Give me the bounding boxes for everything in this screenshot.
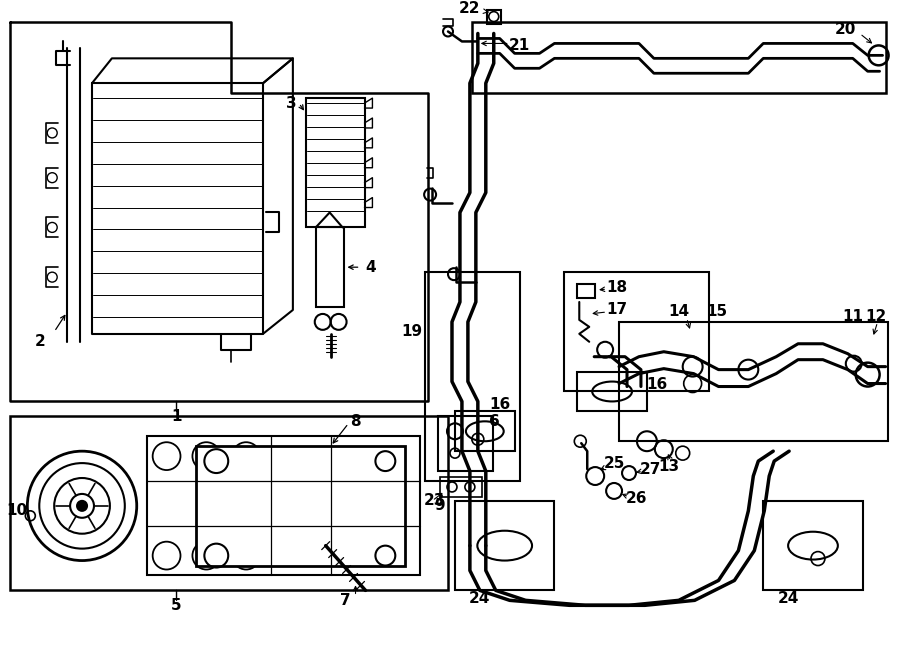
Text: 25: 25	[603, 455, 625, 471]
Bar	[619, 322, 887, 442]
Text: 5: 5	[171, 598, 182, 613]
Text: 27: 27	[640, 461, 662, 477]
Bar	[564, 272, 708, 391]
Circle shape	[77, 501, 87, 511]
Bar	[306, 98, 365, 227]
Text: 26: 26	[626, 491, 648, 506]
Bar	[455, 501, 554, 590]
Text: 20: 20	[835, 22, 857, 37]
Bar	[425, 272, 519, 481]
Text: 22: 22	[458, 1, 480, 16]
Bar	[763, 501, 863, 590]
Text: 12: 12	[865, 309, 886, 325]
Text: 23: 23	[424, 493, 445, 508]
Text: 11: 11	[842, 309, 863, 325]
Bar	[438, 416, 493, 471]
Text: 6: 6	[490, 414, 500, 429]
Bar	[455, 411, 515, 451]
Bar	[472, 22, 886, 93]
Bar	[147, 436, 420, 576]
Text: 3: 3	[285, 96, 296, 110]
Text: 24: 24	[469, 591, 491, 606]
Bar	[577, 284, 595, 298]
Text: 1: 1	[171, 409, 182, 424]
Text: 16: 16	[646, 377, 668, 392]
Text: 15: 15	[706, 305, 727, 319]
Text: 2: 2	[35, 334, 46, 349]
Text: 10: 10	[5, 503, 27, 518]
Bar	[440, 477, 482, 497]
Text: 19: 19	[401, 325, 423, 339]
Bar	[316, 227, 344, 307]
Text: 16: 16	[489, 397, 510, 412]
Bar	[196, 446, 405, 566]
Text: 9: 9	[435, 498, 446, 514]
Text: 13: 13	[658, 459, 680, 473]
Bar	[577, 371, 647, 411]
Text: 17: 17	[607, 303, 627, 317]
Text: 18: 18	[607, 280, 627, 295]
Text: 14: 14	[668, 305, 689, 319]
Text: 21: 21	[509, 38, 530, 53]
Text: 24: 24	[778, 591, 799, 606]
Text: 7: 7	[340, 593, 351, 608]
Bar	[487, 10, 500, 24]
Bar	[11, 416, 448, 590]
Text: 4: 4	[365, 260, 376, 275]
Text: 8: 8	[350, 414, 361, 429]
